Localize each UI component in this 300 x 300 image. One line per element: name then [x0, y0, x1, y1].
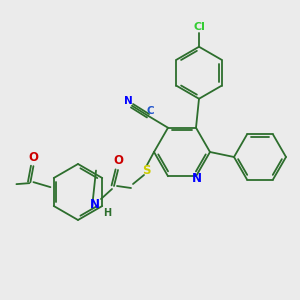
- Text: H: H: [103, 208, 111, 218]
- Text: N: N: [90, 197, 100, 211]
- Text: N: N: [124, 96, 132, 106]
- Text: Cl: Cl: [193, 22, 205, 32]
- Text: S: S: [142, 164, 150, 176]
- Text: C: C: [146, 106, 154, 116]
- Text: O: O: [113, 154, 123, 167]
- Text: O: O: [28, 151, 38, 164]
- Text: N: N: [192, 172, 202, 185]
